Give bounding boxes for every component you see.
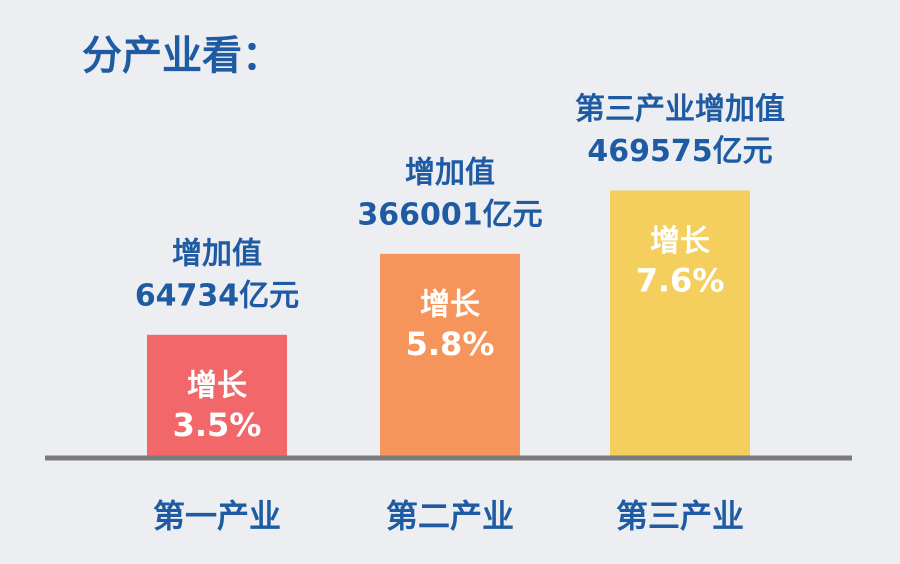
- bar-caption: 增长: [420, 287, 480, 322]
- x-tick-label: 第一产业: [153, 497, 281, 535]
- added-value-label: 366001亿元: [357, 197, 542, 232]
- value-label: 3.5%: [173, 406, 262, 444]
- x-tick-label: 第三产业: [616, 497, 744, 535]
- annotation: 增加值: [405, 155, 495, 190]
- added-value-label: 64734亿元: [135, 278, 299, 313]
- value-label: 7.6%: [636, 261, 725, 299]
- chart-title: 分产业看：: [82, 33, 282, 79]
- added-value-label: 469575亿元: [587, 134, 772, 169]
- annotation: 第三产业增加值: [575, 92, 785, 127]
- x-tick-label: 第二产业: [386, 497, 514, 535]
- bar: [147, 334, 287, 458]
- bar: [610, 190, 750, 459]
- annotation: 增加值: [172, 236, 262, 271]
- bar-caption: 增长: [187, 368, 247, 403]
- bar-caption: 增长: [650, 224, 710, 259]
- bar: [380, 253, 520, 458]
- value-label: 5.8%: [406, 325, 495, 363]
